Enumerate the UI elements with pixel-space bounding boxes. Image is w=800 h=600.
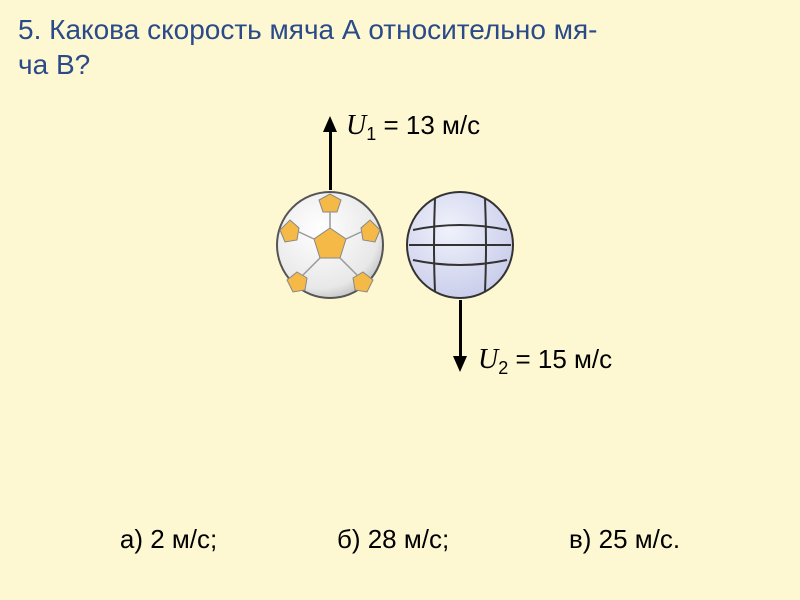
answer-b: б) 28 м/с; [337,524,449,555]
answer-c: в) 25 м/с. [569,524,680,555]
diagram-area: U1 = 13 м/с [0,110,800,470]
answers-row: а) 2 м/с; б) 28 м/с; в) 25 м/с. [0,524,800,555]
answer-a: а) 2 м/с; [120,524,217,555]
question-text: 5. Какова скорость мяча А относительно м… [18,12,782,82]
velocity-b-symbol: U [478,344,498,375]
velocity-a-symbol: U [346,110,366,141]
arrow-a-head [323,116,337,132]
arrow-b-head [453,356,467,372]
velocity-label-b: U2 = 15 м/с [478,344,612,379]
velocity-a-value: = 13 м/с [383,110,480,140]
arrow-b-line [459,300,462,358]
velocity-label-a: U1 = 13 м/с [346,110,480,145]
velocity-a-sub: 1 [366,124,376,144]
ball-b-volleyball [405,190,515,300]
arrow-a-line [329,130,332,190]
velocity-b-value: = 15 м/с [515,344,612,374]
velocity-b-sub: 2 [498,358,508,378]
ball-a-soccer [275,190,385,300]
